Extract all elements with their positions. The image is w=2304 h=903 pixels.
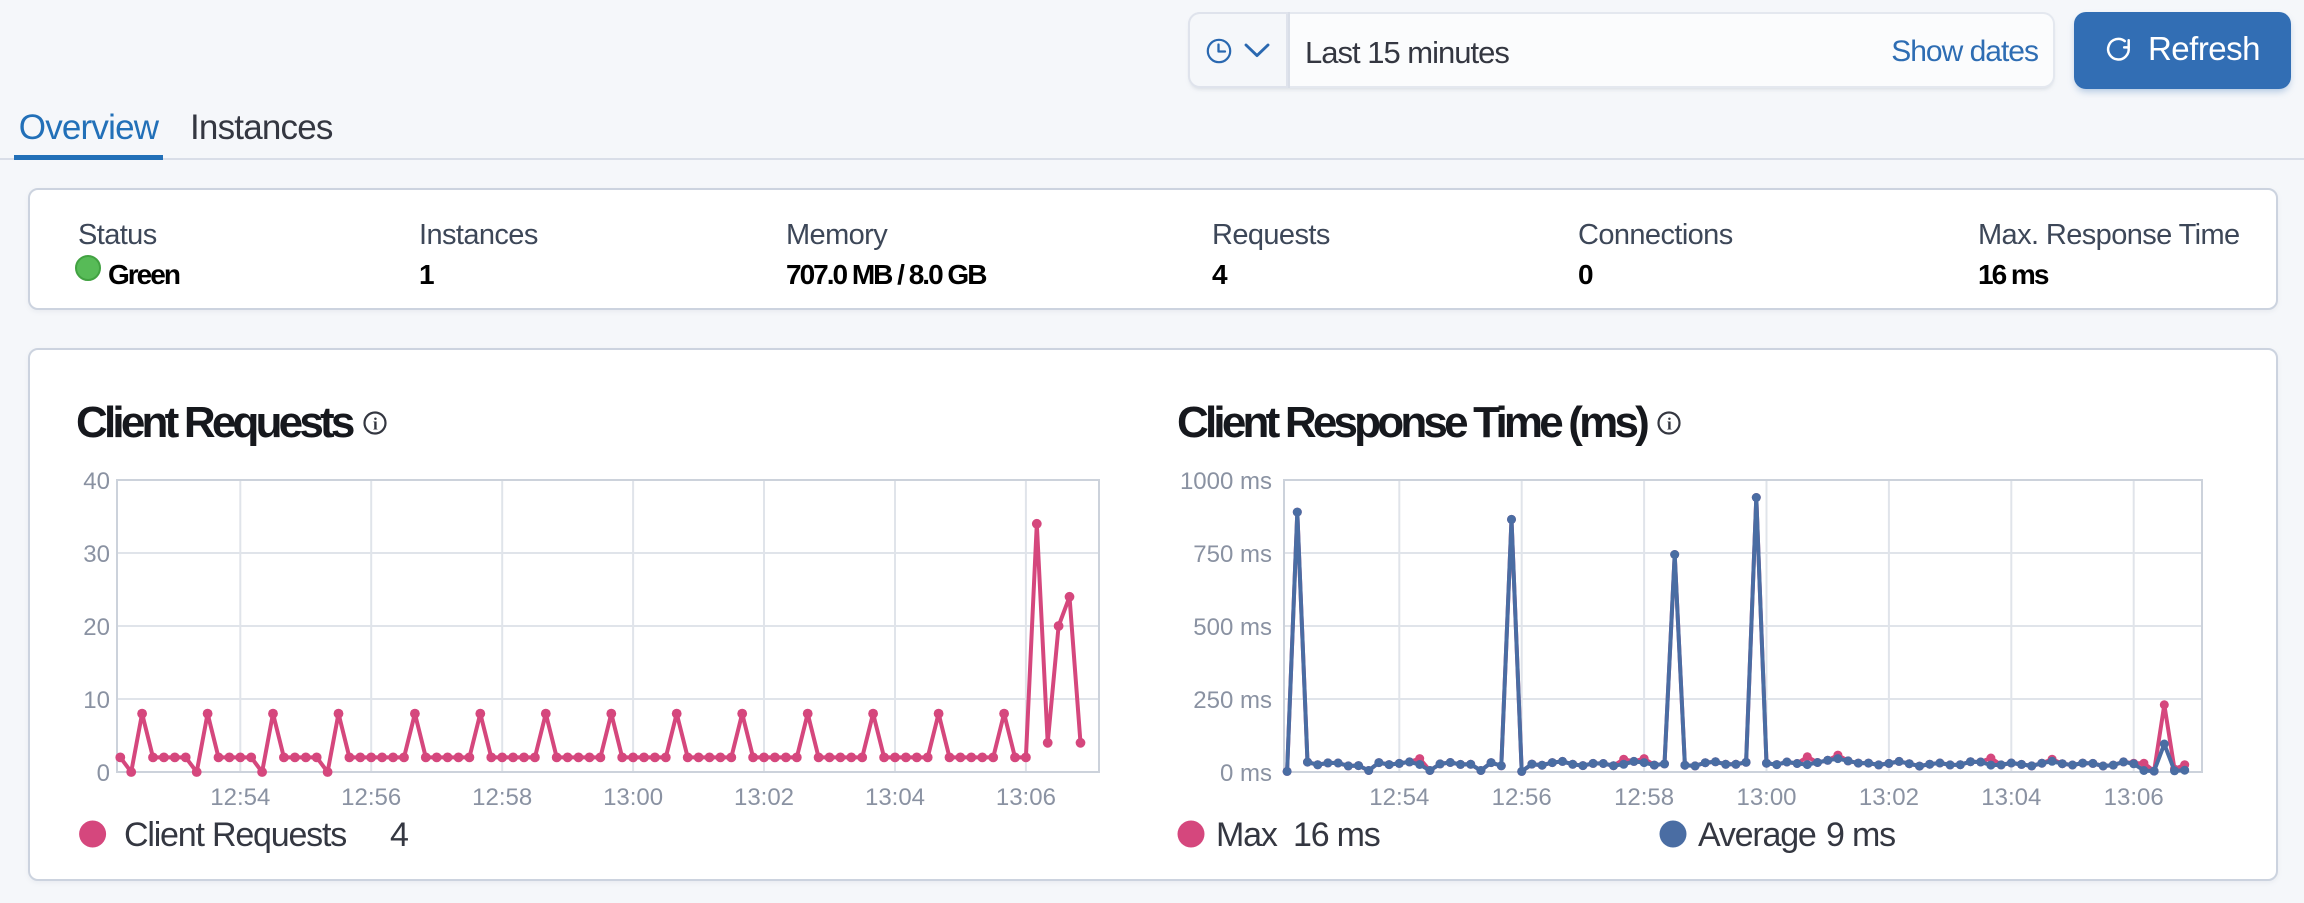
svg-text:12:58: 12:58 [1614,784,1674,811]
svg-text:750 ms: 750 ms [1193,541,1272,568]
svg-text:0 ms: 0 ms [1220,760,1272,787]
svg-text:12:58: 12:58 [472,784,532,811]
svg-text:i: i [1667,414,1672,433]
svg-text:4: 4 [390,816,408,854]
svg-text:13:04: 13:04 [1981,784,2041,811]
svg-text:12:56: 12:56 [1492,784,1552,811]
svg-text:20: 20 [83,614,110,641]
svg-text:12:56: 12:56 [341,784,401,811]
svg-text:Max: Max [1216,816,1278,854]
svg-text:30: 30 [83,541,110,568]
svg-text:13:06: 13:06 [2104,784,2164,811]
svg-text:13:02: 13:02 [734,784,794,811]
svg-text:13:04: 13:04 [865,784,925,811]
svg-text:250 ms: 250 ms [1193,687,1272,714]
svg-text:13:02: 13:02 [1859,784,1919,811]
svg-text:13:00: 13:00 [1736,784,1796,811]
svg-text:Average: Average [1698,816,1816,854]
svg-text:i: i [373,414,378,433]
svg-text:Client Requests: Client Requests [124,816,346,854]
svg-text:500 ms: 500 ms [1193,614,1272,641]
svg-text:1000 ms: 1000 ms [1180,468,1272,495]
svg-text:13:00: 13:00 [603,784,663,811]
svg-text:10: 10 [83,687,110,714]
svg-text:12:54: 12:54 [1369,784,1429,811]
svg-text:12:54: 12:54 [210,784,270,811]
svg-text:40: 40 [83,468,110,495]
svg-text:0: 0 [97,760,110,787]
svg-text:13:06: 13:06 [996,784,1056,811]
svg-text:9 ms: 9 ms [1826,816,1895,854]
svg-text:16 ms: 16 ms [1293,816,1380,854]
